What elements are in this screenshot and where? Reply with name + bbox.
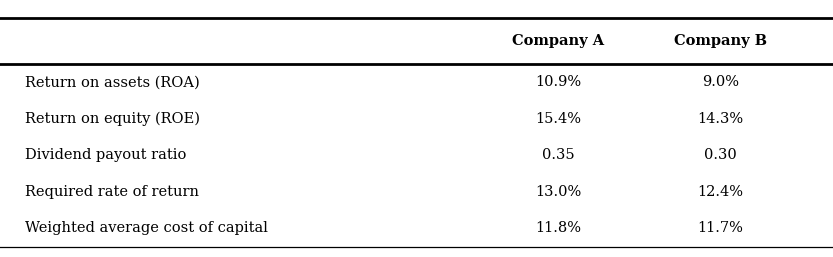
- Text: Return on assets (ROA): Return on assets (ROA): [25, 76, 200, 89]
- Text: 0.35: 0.35: [541, 149, 575, 162]
- Text: Company B: Company B: [674, 34, 767, 48]
- Text: Weighted average cost of capital: Weighted average cost of capital: [25, 222, 268, 235]
- Text: 0.30: 0.30: [704, 149, 737, 162]
- Text: 9.0%: 9.0%: [702, 76, 739, 89]
- Text: 12.4%: 12.4%: [697, 185, 744, 199]
- Text: Company A: Company A: [512, 34, 604, 48]
- Text: Dividend payout ratio: Dividend payout ratio: [25, 149, 187, 162]
- Text: 14.3%: 14.3%: [697, 112, 744, 126]
- Text: 11.7%: 11.7%: [697, 222, 744, 235]
- Text: 15.4%: 15.4%: [535, 112, 581, 126]
- Text: Required rate of return: Required rate of return: [25, 185, 199, 199]
- Text: 10.9%: 10.9%: [535, 76, 581, 89]
- Text: Return on equity (ROE): Return on equity (ROE): [25, 112, 200, 126]
- Text: 11.8%: 11.8%: [535, 222, 581, 235]
- Text: 13.0%: 13.0%: [535, 185, 581, 199]
